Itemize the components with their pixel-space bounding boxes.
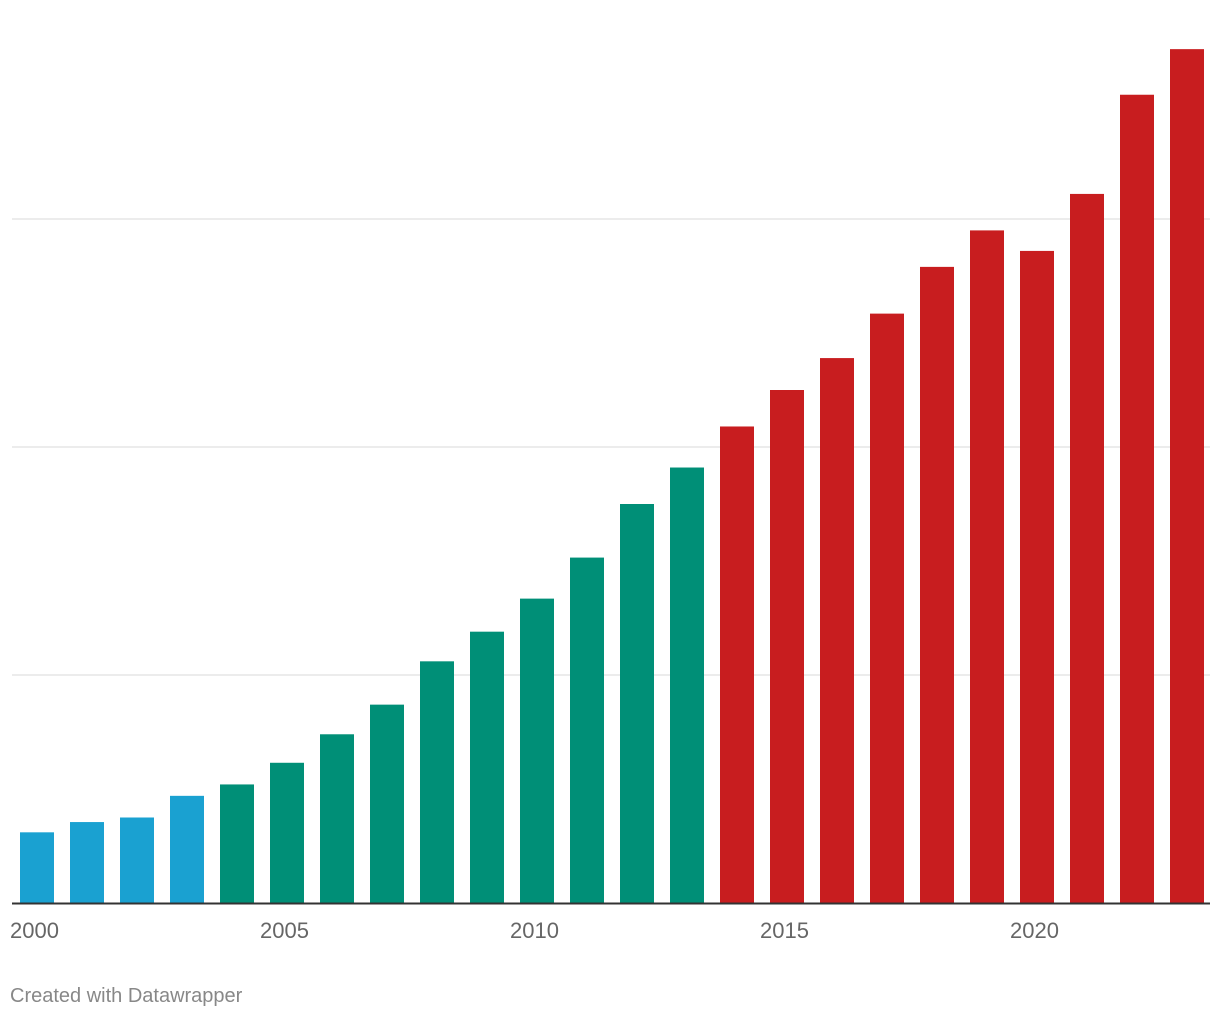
bar-2011 bbox=[570, 557, 604, 903]
bar-2016 bbox=[820, 358, 854, 904]
bar-2008 bbox=[420, 661, 454, 903]
x-tick-label-2020: 2020 bbox=[1010, 918, 1059, 943]
footer-credit: Created with Datawrapper bbox=[10, 985, 243, 1007]
bar-2018 bbox=[920, 266, 954, 903]
bar-2017 bbox=[870, 313, 904, 903]
bar-2015 bbox=[770, 390, 804, 903]
gridlines bbox=[12, 218, 1210, 676]
bar-2012 bbox=[620, 504, 654, 903]
x-axis-ticks: 2000 2005 2010 2015 2020 bbox=[10, 918, 1059, 943]
bar-2009 bbox=[470, 631, 504, 903]
x-tick-label-2015: 2015 bbox=[760, 918, 809, 943]
bar-2021 bbox=[1070, 193, 1104, 904]
bar-2005 bbox=[270, 762, 304, 903]
bar-2019 bbox=[970, 230, 1004, 903]
bar-2002 bbox=[120, 817, 154, 903]
bar-2010 bbox=[520, 598, 554, 903]
bar-2014 bbox=[720, 426, 754, 903]
x-tick-label-2010: 2010 bbox=[510, 918, 559, 943]
x-tick-label-2000: 2000 bbox=[10, 918, 59, 943]
bar-2013 bbox=[670, 467, 704, 903]
bar-2007 bbox=[370, 704, 404, 903]
bar-2003 bbox=[170, 795, 204, 903]
bar-2022 bbox=[1120, 94, 1154, 904]
bar-chart: 2000 2005 2010 2015 2020 bbox=[10, 49, 1210, 943]
x-tick-label-2005: 2005 bbox=[260, 918, 309, 943]
bar-2004 bbox=[220, 784, 254, 903]
bar-2001 bbox=[70, 822, 104, 903]
bar-2020 bbox=[1020, 250, 1054, 904]
bar-2023 bbox=[1170, 49, 1204, 903]
bar-2000 bbox=[20, 832, 54, 903]
bars bbox=[20, 49, 1204, 904]
bar-2006 bbox=[320, 734, 354, 903]
